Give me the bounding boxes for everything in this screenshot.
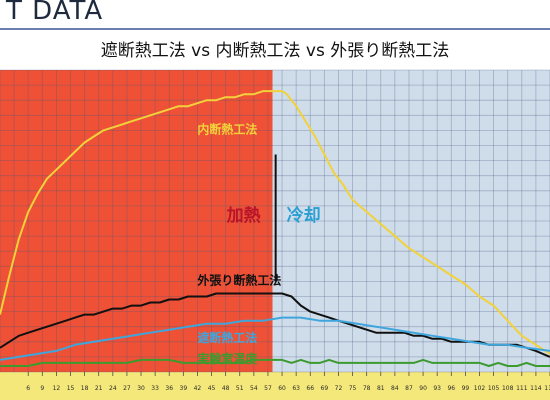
x-tick-label: 105 xyxy=(488,385,500,392)
x-tick-label: 84 xyxy=(391,385,399,392)
x-tick-label: 33 xyxy=(151,385,159,392)
x-tick-label: 6 xyxy=(26,385,30,392)
series-3-label: 実験室温度 xyxy=(197,351,258,366)
cooling-phase-label: 冷却 xyxy=(287,205,321,226)
x-tick-label: 27 xyxy=(123,385,131,392)
x-tick-label: 18 xyxy=(81,385,89,392)
x-tick-label: 102 xyxy=(474,385,486,392)
x-tick-label: 63 xyxy=(292,385,300,392)
x-tick-label: 69 xyxy=(321,385,329,392)
x-tick-label: 60 xyxy=(278,385,286,392)
x-tick-label: 75 xyxy=(349,385,357,392)
x-tick-label: 30 xyxy=(137,385,145,392)
series-3-line xyxy=(0,358,550,367)
x-tick-label: 114 xyxy=(530,385,542,392)
x-tick-label: 39 xyxy=(180,385,188,392)
x-tick-label: 51 xyxy=(236,385,244,392)
x-tick-label: 48 xyxy=(222,385,230,392)
series-2-line xyxy=(0,316,550,361)
x-tick-label: 90 xyxy=(419,385,427,392)
series-1-label: 外張り断熱工法 xyxy=(197,272,281,287)
x-tick-label: 99 xyxy=(462,385,470,392)
x-tick-label: 96 xyxy=(447,385,455,392)
x-tick-label: 36 xyxy=(165,385,173,392)
x-tick-label: 93 xyxy=(433,385,441,392)
x-tick-label: 111 xyxy=(516,385,528,392)
header-rule xyxy=(0,28,550,30)
x-tick-label: 9 xyxy=(40,385,44,392)
series-1-line xyxy=(0,292,550,358)
x-tick-label: 12 xyxy=(53,385,61,392)
heating-phase-label: 加熱 xyxy=(226,205,261,226)
series-0-label: 内断熱工法 xyxy=(197,121,257,136)
x-tick-label: 108 xyxy=(502,385,514,392)
x-tick-label: 15 xyxy=(67,385,75,392)
x-tick-label: 87 xyxy=(405,385,413,392)
x-tick-label: 54 xyxy=(250,385,258,392)
cooling-phase-area xyxy=(272,70,550,372)
x-tick-label: 21 xyxy=(95,385,103,392)
x-tick-label: 78 xyxy=(363,385,371,392)
x-tick-label: 42 xyxy=(194,385,202,392)
x-tick-label: 57 xyxy=(264,385,272,392)
x-tick-labels: 6 9 12 15 18 21 24 27 30 33 36 39 42 45 48 51 54 57 60 63 66… xyxy=(26,372,550,392)
x-axis-strip xyxy=(0,372,550,400)
x-tick-label: 72 xyxy=(335,385,343,392)
phase-backgrounds xyxy=(0,70,550,400)
chart-title: 遮断熱工法 vs 内断熱工法 vs 外張り断熱工法 xyxy=(100,41,450,61)
x-tick-label: 45 xyxy=(208,385,216,392)
section-title: T DATA xyxy=(6,0,104,26)
x-tick-label: 81 xyxy=(377,385,385,392)
series-0-line xyxy=(0,90,550,355)
x-tick-label: 24 xyxy=(109,385,117,392)
x-tick-label: 117 xyxy=(544,385,550,392)
series-2-label: 遮断熱工法 xyxy=(197,330,257,345)
x-tick-label: 66 xyxy=(306,385,314,392)
series-lines xyxy=(0,90,550,367)
phase-labels: 加熱 冷却 xyxy=(226,205,321,226)
